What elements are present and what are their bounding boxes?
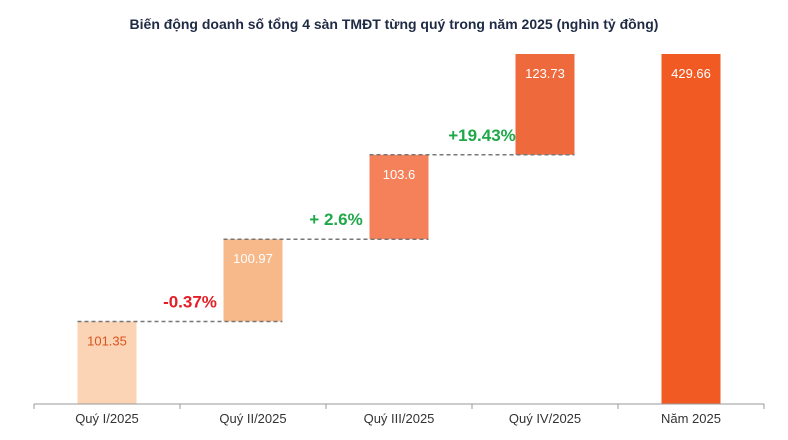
bar-2: [223, 239, 283, 322]
value-label-2: 100.97: [233, 251, 273, 266]
bar-5: [661, 54, 721, 404]
bar-4: [515, 54, 575, 155]
change-label-2: + 2.6%: [309, 210, 362, 229]
chart-title: Biến động doanh số tổng 4 sàn TMĐT từng …: [129, 16, 659, 32]
value-label-5: 429.66: [671, 66, 711, 81]
change-label-1: -0.37%: [163, 292, 217, 311]
value-label-4: 123.73: [525, 66, 565, 81]
x-tick-label-3: Quý III/2025: [364, 411, 435, 426]
x-tick-label-1: Quý I/2025: [75, 411, 139, 426]
x-tick-label-4: Quý IV/2025: [509, 411, 581, 426]
bar-3: [369, 154, 429, 240]
x-tick-label-5: Năm 2025: [661, 411, 721, 426]
value-label-3: 103.6: [383, 167, 416, 182]
x-tick-label-2: Quý II/2025: [219, 411, 286, 426]
value-label-1: 101.35: [87, 333, 127, 348]
change-label-3: +19.43%: [448, 126, 516, 145]
bar-1: [77, 321, 137, 404]
